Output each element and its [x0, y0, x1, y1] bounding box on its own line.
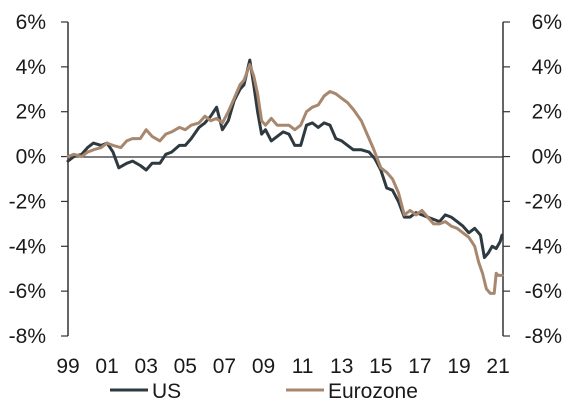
- left-y-tick-label: 6%: [16, 11, 46, 34]
- x-tick-label: 19: [447, 355, 470, 378]
- right-y-tick-label: 4%: [532, 56, 562, 79]
- x-tick-label: 99: [56, 355, 79, 378]
- right-y-tick-label: -6%: [525, 280, 562, 303]
- x-tick-label: 05: [174, 355, 197, 378]
- left-y-tick-label: 0%: [16, 146, 46, 169]
- series-line-us: [66, 58, 504, 259]
- left-y-tick-label: -4%: [9, 235, 46, 258]
- right-y-tick-label: -8%: [525, 325, 562, 348]
- x-tick-label: 03: [135, 355, 158, 378]
- x-tick-labels: 99 01 03 05 07 09 11 13 15 17 19 21: [56, 355, 509, 378]
- x-tick-label: 15: [369, 355, 392, 378]
- legend: US Eurozone: [110, 380, 418, 403]
- left-y-tick-label: -2%: [9, 190, 46, 213]
- left-y-tick-label: -6%: [9, 280, 46, 303]
- left-y-tick-label: 4%: [16, 56, 46, 79]
- right-y-tick-label: 6%: [532, 11, 562, 34]
- series-lines: [66, 58, 504, 295]
- x-tick-label: 09: [252, 355, 275, 378]
- left-y-tick-label: 2%: [16, 101, 46, 124]
- right-y-tick-labels: 6% 4% 2% 0% -2% -4% -6% -8%: [503, 11, 562, 348]
- series-line-eurozone: [66, 63, 504, 295]
- legend-label-us: US: [152, 380, 181, 403]
- x-tick-label: 17: [408, 355, 431, 378]
- right-y-tick-label: 0%: [532, 146, 562, 169]
- x-tick-label: 01: [95, 355, 118, 378]
- right-y-tick-label: -4%: [525, 235, 562, 258]
- legend-label-eurozone: Eurozone: [328, 380, 418, 403]
- x-tick-label: 11: [292, 355, 314, 378]
- x-tick-label: 13: [330, 355, 353, 378]
- right-y-tick-label: -2%: [525, 190, 562, 213]
- x-tick-label: 21: [486, 355, 509, 378]
- right-y-tick-label: 2%: [532, 101, 562, 124]
- x-tick-label: 07: [213, 355, 236, 378]
- left-y-tick-labels: 6% 4% 2% 0% -2% -4% -6% -8%: [9, 11, 68, 348]
- left-y-tick-label: -8%: [9, 325, 46, 348]
